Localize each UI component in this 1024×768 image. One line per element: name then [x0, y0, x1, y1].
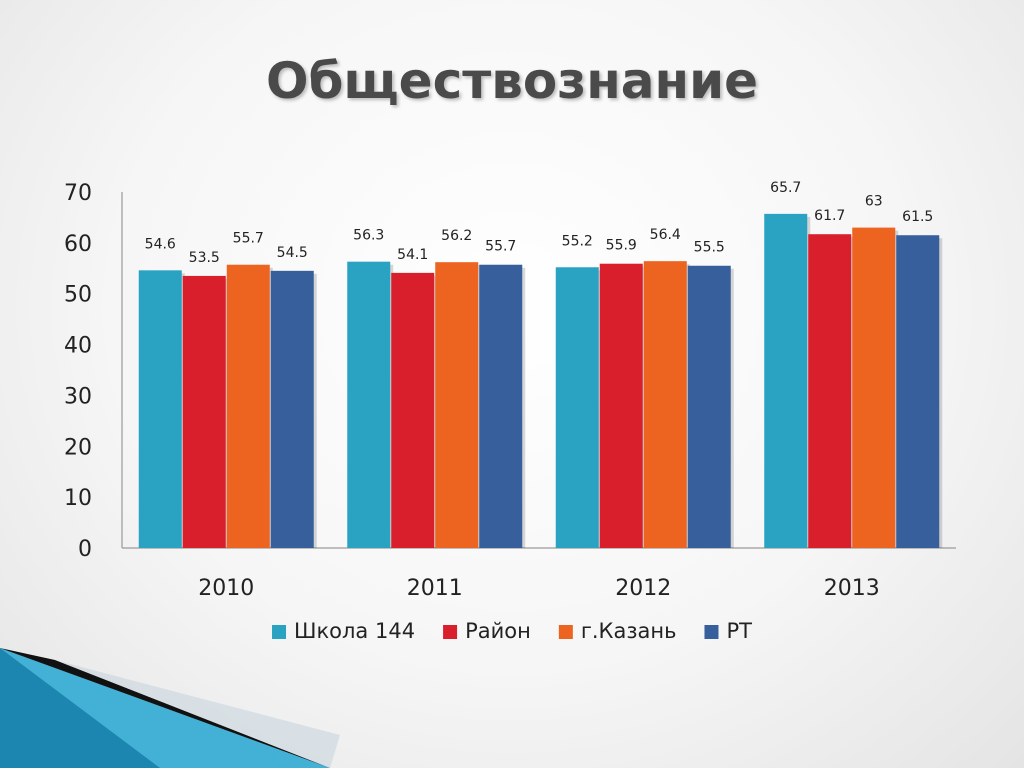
data-label: 55.2	[562, 233, 593, 249]
bar	[391, 272, 435, 548]
legend-swatch	[272, 625, 287, 639]
decorative-ribbon	[0, 648, 340, 768]
bar	[896, 235, 940, 548]
data-label: 53.5	[189, 250, 220, 266]
y-tick-label: 70	[64, 181, 92, 206]
data-label: 56.2	[441, 228, 472, 244]
data-label: 56.3	[353, 228, 384, 244]
data-label: 65.7	[770, 180, 801, 196]
data-label: 54.6	[145, 236, 176, 252]
legend-label: Школа 144	[294, 619, 415, 643]
y-tick-label: 50	[64, 283, 92, 308]
data-label: 54.1	[397, 247, 428, 263]
bar	[808, 234, 852, 548]
y-tick-label: 20	[64, 435, 92, 460]
legend-swatch	[443, 625, 458, 639]
data-label: 55.7	[233, 231, 264, 247]
y-tick-label: 30	[64, 384, 92, 409]
data-label: 61.5	[902, 209, 933, 225]
y-tick-label: 10	[64, 486, 92, 511]
legend-label: г.Казань	[581, 619, 677, 643]
bar	[852, 227, 896, 548]
x-tick-label: 2011	[407, 576, 463, 601]
data-label: 56.4	[650, 227, 681, 243]
bar	[687, 265, 731, 548]
bar	[347, 261, 391, 548]
data-label: 63	[865, 194, 883, 210]
bar	[138, 270, 182, 548]
y-tick-label: 40	[64, 334, 92, 359]
x-tick-label: 2010	[198, 576, 254, 601]
legend-swatch	[558, 625, 573, 639]
bar	[599, 263, 643, 548]
data-label: 54.5	[277, 245, 308, 261]
data-label: 55.5	[694, 240, 725, 256]
plot-area: 0 10 20 30 40 50 60 70 54.6 53.5 55.7 54.5 2010 56.3 5…	[64, 180, 956, 601]
legend-swatch	[704, 625, 719, 639]
legend-label: РТ	[726, 619, 752, 643]
x-tick-label: 2013	[824, 576, 880, 601]
bar	[182, 275, 226, 548]
legend-label: Район	[465, 619, 531, 643]
bar	[435, 262, 479, 548]
bar	[270, 270, 314, 548]
x-tick-label: 2012	[615, 576, 671, 601]
bar	[479, 264, 523, 548]
bar	[226, 264, 270, 548]
data-label: 55.9	[606, 238, 637, 254]
bar	[643, 261, 687, 548]
data-label: 61.7	[814, 208, 845, 224]
y-tick-label: 0	[78, 537, 92, 562]
slide-title: Обществознание	[265, 52, 759, 110]
data-label: 55.7	[485, 239, 516, 255]
y-tick-label: 60	[64, 232, 92, 257]
legend: Школа 144 Район г.Казань РТ	[272, 619, 752, 643]
bar	[764, 213, 808, 548]
bar	[555, 267, 599, 548]
